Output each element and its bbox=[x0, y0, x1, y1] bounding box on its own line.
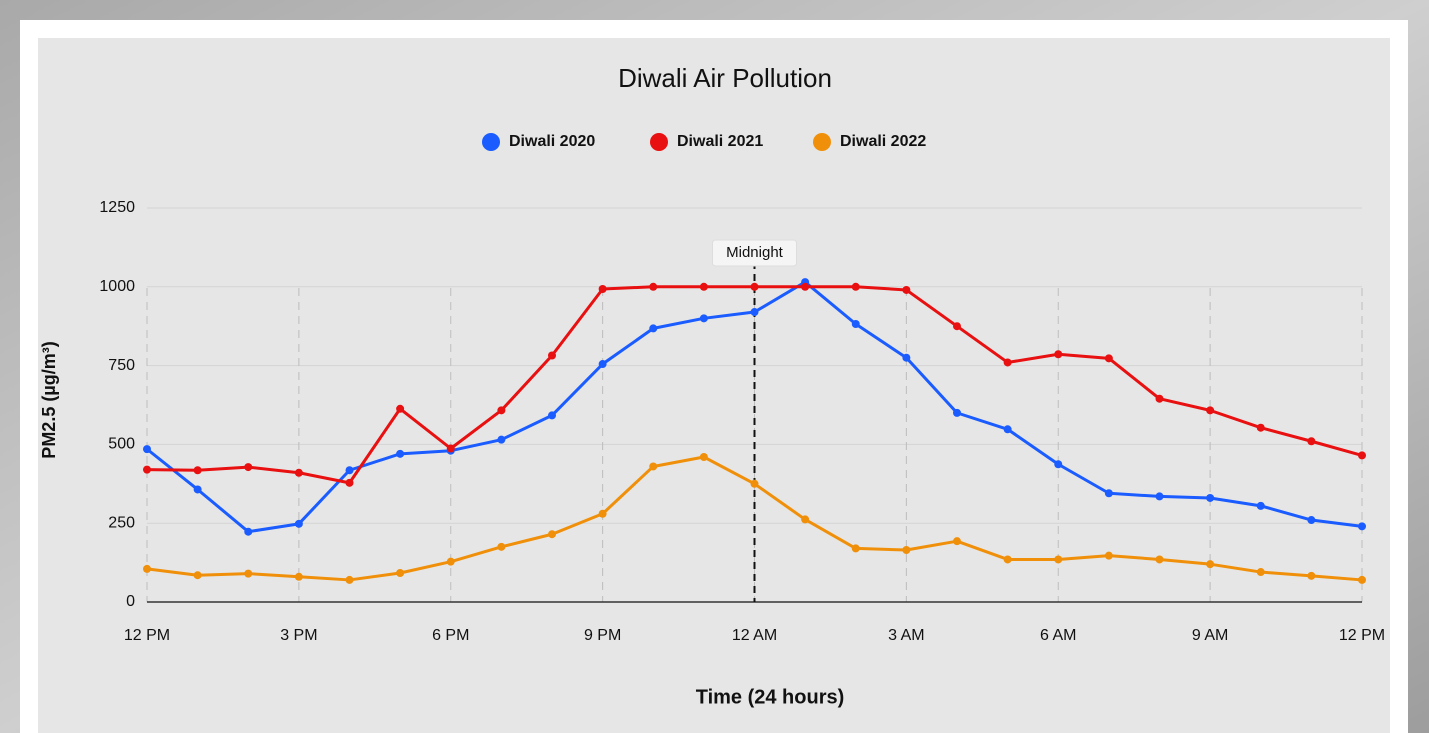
data-point bbox=[194, 485, 202, 493]
x-tick-label: 6 AM bbox=[1040, 627, 1076, 644]
data-point bbox=[1105, 489, 1113, 497]
data-point bbox=[1206, 560, 1214, 568]
annotation-text: Midnight bbox=[726, 244, 784, 261]
data-point bbox=[801, 515, 809, 523]
legend-swatch bbox=[650, 133, 668, 151]
legend-label: Diwali 2021 bbox=[677, 133, 763, 150]
data-point bbox=[396, 569, 404, 577]
data-point bbox=[1206, 494, 1214, 502]
data-point bbox=[902, 354, 910, 362]
data-point bbox=[244, 570, 252, 578]
data-point bbox=[295, 573, 303, 581]
data-point bbox=[599, 360, 607, 368]
legend-label: Diwali 2022 bbox=[840, 133, 926, 150]
data-point bbox=[447, 444, 455, 452]
data-point bbox=[1358, 576, 1366, 584]
data-point bbox=[751, 283, 759, 291]
data-point bbox=[396, 450, 404, 458]
chart: Diwali Air Pollution Time (24 hours) PM2… bbox=[0, 0, 1429, 733]
y-tick-label: 750 bbox=[108, 357, 135, 374]
data-point bbox=[953, 537, 961, 545]
legend-label: Diwali 2020 bbox=[509, 133, 595, 150]
data-point bbox=[649, 283, 657, 291]
data-point bbox=[751, 480, 759, 488]
data-point bbox=[1054, 460, 1062, 468]
data-point bbox=[143, 466, 151, 474]
data-point bbox=[497, 406, 505, 414]
data-point bbox=[700, 314, 708, 322]
data-point bbox=[1358, 522, 1366, 530]
data-point bbox=[1156, 555, 1164, 563]
data-point bbox=[1156, 395, 1164, 403]
x-tick-label: 3 PM bbox=[280, 627, 317, 644]
y-axis-title: PM2.5 (µg/m³) bbox=[39, 341, 59, 458]
chart-title: Diwali Air Pollution bbox=[618, 63, 832, 93]
data-point bbox=[194, 571, 202, 579]
data-point bbox=[700, 453, 708, 461]
data-point bbox=[1358, 451, 1366, 459]
legend-swatch bbox=[482, 133, 500, 151]
data-point bbox=[1105, 354, 1113, 362]
y-tick-label: 0 bbox=[126, 593, 135, 610]
data-point bbox=[1105, 552, 1113, 560]
data-point bbox=[548, 352, 556, 360]
x-tick-label: 12 AM bbox=[732, 627, 777, 644]
data-point bbox=[396, 405, 404, 413]
data-point bbox=[1054, 350, 1062, 358]
data-point bbox=[852, 544, 860, 552]
data-point bbox=[852, 320, 860, 328]
data-point bbox=[346, 479, 354, 487]
data-point bbox=[1004, 358, 1012, 366]
data-point bbox=[599, 510, 607, 518]
data-point bbox=[1257, 568, 1265, 576]
data-point bbox=[497, 436, 505, 444]
data-point bbox=[497, 543, 505, 551]
x-tick-label: 12 PM bbox=[124, 627, 170, 644]
data-point bbox=[1004, 555, 1012, 563]
data-point bbox=[1307, 437, 1315, 445]
x-tick-label: 3 AM bbox=[888, 627, 924, 644]
y-tick-label: 500 bbox=[108, 436, 135, 453]
data-point bbox=[295, 520, 303, 528]
data-point bbox=[548, 411, 556, 419]
y-tick-label: 1000 bbox=[99, 278, 135, 295]
data-point bbox=[194, 466, 202, 474]
data-point bbox=[244, 528, 252, 536]
x-tick-label: 9 AM bbox=[1192, 627, 1228, 644]
y-tick-label: 250 bbox=[108, 514, 135, 531]
data-point bbox=[902, 286, 910, 294]
data-point bbox=[143, 445, 151, 453]
data-point bbox=[1307, 572, 1315, 580]
data-point bbox=[953, 322, 961, 330]
data-point bbox=[548, 530, 556, 538]
x-axis-title: Time (24 hours) bbox=[696, 686, 845, 708]
data-point bbox=[902, 546, 910, 554]
x-tick-label: 12 PM bbox=[1339, 627, 1385, 644]
data-point bbox=[1257, 424, 1265, 432]
data-point bbox=[1004, 425, 1012, 433]
data-point bbox=[649, 462, 657, 470]
data-point bbox=[801, 283, 809, 291]
data-point bbox=[599, 285, 607, 293]
x-tick-label: 9 PM bbox=[584, 627, 621, 644]
y-tick-label: 1250 bbox=[99, 199, 135, 216]
data-point bbox=[751, 308, 759, 316]
data-point bbox=[1156, 492, 1164, 500]
data-point bbox=[295, 469, 303, 477]
data-point bbox=[244, 463, 252, 471]
data-point bbox=[852, 283, 860, 291]
data-point bbox=[346, 466, 354, 474]
data-point bbox=[346, 576, 354, 584]
data-point bbox=[700, 283, 708, 291]
legend-swatch bbox=[813, 133, 831, 151]
data-point bbox=[649, 324, 657, 332]
data-point bbox=[447, 558, 455, 566]
data-point bbox=[1054, 555, 1062, 563]
data-point bbox=[1307, 516, 1315, 524]
data-point bbox=[953, 409, 961, 417]
data-point bbox=[143, 565, 151, 573]
data-point bbox=[1257, 502, 1265, 510]
x-tick-label: 6 PM bbox=[432, 627, 469, 644]
data-point bbox=[1206, 406, 1214, 414]
